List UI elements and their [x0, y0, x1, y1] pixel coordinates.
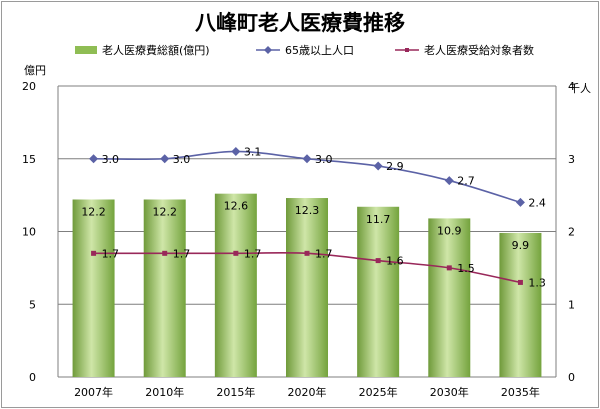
legend-marker-line-1	[264, 46, 272, 54]
bar-value-label: 11.7	[366, 213, 391, 226]
bar-series: 12.2 12.2 12.6 12.3 11.7 10.9 9.9	[72, 193, 542, 377]
x-tick-label: 2035年	[501, 385, 540, 399]
y-right-ticks: 0 1 2 3 4	[568, 80, 575, 384]
series-point	[375, 258, 381, 264]
legend-label-bar: 老人医療費総額(億円)	[102, 43, 210, 57]
series-point	[444, 176, 454, 186]
y-right-tick-label: 3	[568, 153, 575, 166]
y-right-tick-label: 1	[568, 298, 575, 311]
x-tick-label: 2010年	[145, 385, 184, 399]
y-left-tick-label: 15	[22, 153, 36, 166]
point-value-label: 3.0	[173, 153, 191, 166]
point-value-label: 3.0	[102, 153, 120, 166]
y-left-ticks: 0 5 10 15 20	[22, 80, 36, 384]
y-right-tick-label: 2	[568, 226, 575, 239]
y-left-tick-label: 10	[22, 226, 36, 239]
point-value-label: 2.7	[457, 175, 475, 188]
point-value-label: 3.0	[315, 153, 333, 166]
series-point	[162, 250, 168, 256]
bar-value-label: 12.3	[295, 204, 320, 217]
point-value-label: 2.4	[528, 196, 546, 209]
x-axis-labels: 2007年 2010年 2015年 2020年 2025年 2030年 2035年	[74, 385, 540, 399]
legend-label-line-1: 65歳以上人口	[285, 44, 354, 57]
x-tick-label: 2015年	[216, 385, 255, 399]
chart-title: 八峰町老人医療費推移	[195, 11, 405, 35]
point-value-label: 1.5	[457, 262, 475, 275]
bar-value-label: 9.9	[512, 239, 530, 252]
point-value-label: 1.7	[315, 247, 333, 260]
x-tick-label: 2007年	[74, 385, 113, 399]
series-point	[446, 265, 452, 271]
series-point	[89, 154, 99, 164]
x-tick-label: 2025年	[359, 385, 398, 399]
series-point	[231, 146, 241, 156]
series-point	[517, 279, 523, 285]
series-point	[304, 250, 310, 256]
series-point	[302, 154, 312, 164]
y-right-tick-label: 4	[568, 80, 575, 93]
bar	[428, 218, 471, 377]
x-tick-label: 2020年	[288, 385, 327, 399]
bar	[214, 193, 257, 377]
point-value-label: 1.7	[173, 247, 191, 260]
bar	[499, 232, 542, 377]
bar	[72, 199, 115, 377]
legend-label-line-2: 老人医療受給対象者数	[424, 43, 534, 57]
line-series: 3.0 3.0 3.1 3.0 2.9 2.7 2.4 1.7 1.7 1.7 1.7 1.6 1.5 1…	[89, 145, 546, 289]
bar-value-label: 12.2	[81, 205, 106, 218]
series-point	[515, 197, 525, 207]
bar-value-label: 12.6	[224, 200, 249, 213]
y-left-tick-label: 5	[29, 298, 36, 311]
y-left-tick-label: 20	[22, 80, 36, 93]
legend-swatch-bar	[75, 46, 97, 54]
bar	[357, 206, 400, 377]
legend-marker-line-2	[405, 48, 409, 52]
legend: 老人医療費総額(億円) 65歳以上人口 老人医療受給対象者数	[75, 43, 534, 57]
y-left-tick-label: 0	[29, 371, 36, 384]
bar	[143, 199, 186, 377]
bar	[286, 198, 328, 377]
point-value-label: 1.7	[102, 247, 120, 260]
point-value-label: 1.6	[386, 255, 404, 268]
bar-value-label: 10.9	[437, 224, 462, 237]
y-left-unit: 億円	[24, 64, 46, 77]
y-right-unit: 千人	[569, 82, 591, 95]
series-point	[233, 250, 239, 256]
x-tick-label: 2030年	[430, 385, 469, 399]
point-value-label: 3.1	[244, 145, 262, 158]
point-value-label: 1.7	[244, 247, 262, 260]
series-point	[373, 161, 383, 171]
point-value-label: 2.9	[386, 160, 404, 173]
series-point	[91, 250, 97, 256]
y-right-tick-label: 0	[568, 371, 575, 384]
bar-value-label: 12.2	[152, 205, 177, 218]
point-value-label: 1.3	[528, 276, 546, 289]
series-point	[160, 154, 170, 164]
